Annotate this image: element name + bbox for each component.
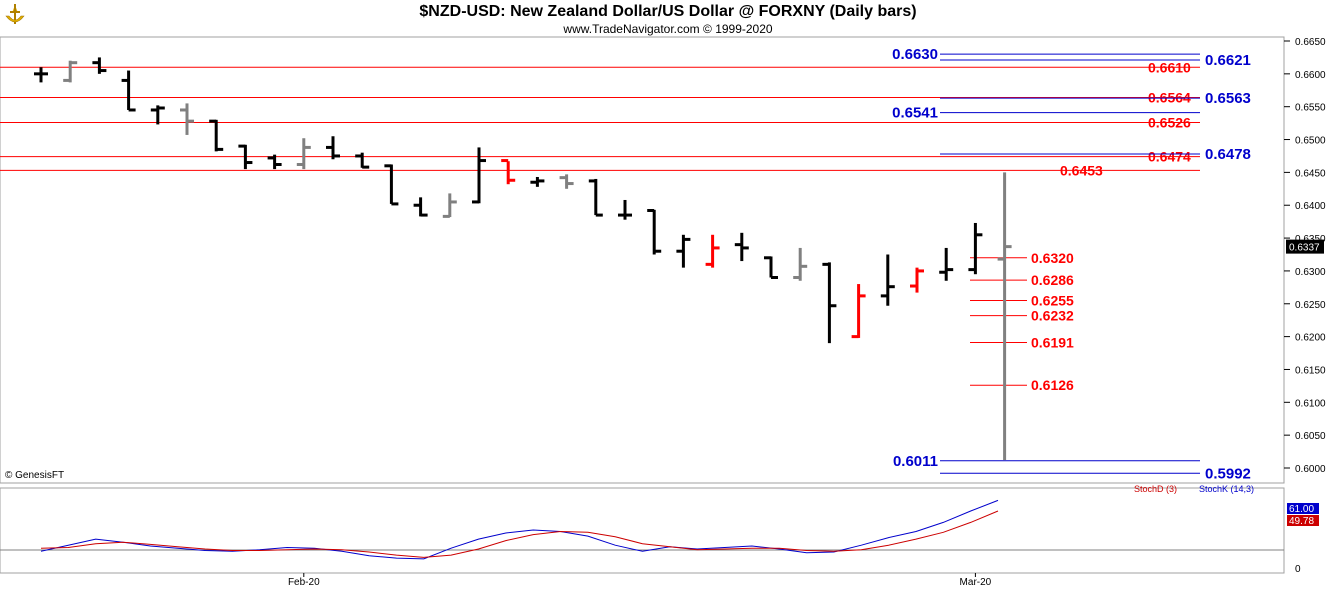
ohlc-bar — [92, 57, 107, 74]
stochd-line — [40, 510, 999, 558]
ohlc-bar — [559, 174, 574, 189]
stochd-legend: StochD (3) — [1134, 484, 1177, 494]
ohlc-bar — [442, 193, 457, 218]
blue-level-label: 0.5992 — [1205, 465, 1251, 482]
y-tick-label: 0.6300 — [1295, 267, 1326, 278]
ohlc-bar — [910, 267, 924, 293]
ohlc-bar — [296, 138, 311, 170]
resistance-label: 0.6610 — [1148, 59, 1191, 75]
ohlc-bar — [355, 152, 370, 169]
y-tick-label: 0.6150 — [1295, 365, 1326, 376]
ohlc-bar — [34, 67, 48, 83]
ohlc-bar — [180, 103, 194, 135]
y-tick-label: 0.6000 — [1295, 464, 1326, 475]
copyright-label: © GenesisFT — [5, 470, 64, 481]
stochk-value-label: 61.00 — [1289, 504, 1314, 515]
ohlc-bar — [267, 154, 282, 170]
chart-header: $NZD-USD: New Zealand Dollar/US Dollar @… — [0, 0, 1336, 40]
resistance-label: 0.6564 — [1148, 89, 1191, 105]
blue-level-label: 0.6563 — [1205, 90, 1251, 107]
y-tick-label: 0.6400 — [1295, 201, 1326, 212]
stochd-value-box — [1287, 515, 1319, 526]
ohlc-bar — [764, 256, 778, 279]
ohlc-bar — [121, 70, 136, 112]
blue-level-label: 0.6011 — [893, 453, 938, 470]
ohlc-bar — [384, 164, 399, 206]
x-tick-label: Mar-20 — [960, 577, 992, 588]
y-tick-label: 0.6450 — [1295, 168, 1326, 179]
ohlc-bar — [822, 262, 837, 344]
blue-level-label: 0.6621 — [1205, 52, 1251, 69]
ohlc-bar — [618, 199, 632, 220]
x-tick-label: Feb-20 — [288, 577, 320, 588]
ohlc-bar — [530, 176, 545, 187]
resistance-label: 0.6453 — [1060, 162, 1103, 178]
retracement-label: 0.6286 — [1031, 272, 1074, 288]
y-tick-label: 0.6050 — [1295, 431, 1326, 442]
blue-level-label: 0.6541 — [892, 105, 938, 122]
stochd-value-label: 49.78 — [1289, 516, 1314, 527]
resistance-label: 0.6526 — [1148, 114, 1191, 130]
blue-level-label: 0.6478 — [1205, 146, 1251, 163]
stoch-y-tick-label: 0 — [1295, 564, 1301, 575]
chart-title: $NZD-USD: New Zealand Dollar/US Dollar @… — [419, 3, 917, 20]
ohlc-bar — [793, 247, 808, 281]
ohlc-bar — [705, 234, 720, 268]
ohlc-bar — [880, 254, 895, 306]
chart-subtitle: www.TradeNavigator.com © 1999-2020 — [563, 22, 773, 36]
y-tick-label: 0.6550 — [1295, 103, 1326, 114]
ohlc-bar — [150, 105, 165, 125]
y-tick-label: 0.6600 — [1295, 70, 1326, 81]
ohlc-bar — [209, 119, 224, 152]
price-panel-frame — [0, 36, 1285, 484]
last-price-box — [1286, 239, 1324, 254]
trade-navigator-logo-icon — [2, 2, 28, 33]
ohlc-bar — [63, 60, 78, 83]
ohlc-bar — [472, 147, 486, 204]
y-tick-label: 0.6650 — [1295, 37, 1326, 48]
y-tick-label: 0.6250 — [1295, 300, 1326, 311]
ohlc-bar — [676, 234, 691, 268]
ohlc-bar — [588, 178, 603, 217]
stoch-panel-frame — [0, 487, 1285, 574]
retracement-label: 0.6232 — [1031, 308, 1074, 324]
ohlc-bar — [734, 232, 749, 262]
ohlc-bar — [238, 144, 253, 170]
ohlc-bar — [851, 284, 866, 339]
retracement-label: 0.6191 — [1031, 335, 1074, 351]
y-tick-label: 0.6350 — [1295, 234, 1326, 245]
retracement-label: 0.6255 — [1031, 292, 1074, 308]
ohlc-bar — [939, 247, 954, 281]
y-tick-label: 0.6100 — [1295, 398, 1326, 409]
resistance-label: 0.6474 — [1148, 149, 1191, 165]
blue-level-label: 0.6630 — [892, 46, 938, 63]
retracement-label: 0.6320 — [1031, 250, 1074, 266]
retracement-label: 0.6126 — [1031, 377, 1074, 393]
ohlc-bar — [501, 159, 516, 185]
ohlc-bar — [413, 197, 428, 217]
ohlc-bar — [968, 222, 983, 275]
last-price-label: 0.6337 — [1289, 243, 1320, 254]
y-tick-label: 0.6500 — [1295, 136, 1326, 147]
ohlc-bar — [997, 172, 1012, 461]
stochk-value-box — [1287, 503, 1319, 514]
ohlc-bar — [647, 208, 662, 255]
ohlc-bar — [326, 136, 340, 160]
y-tick-label: 0.6200 — [1295, 333, 1326, 344]
stochk-legend: StochK (14,3) — [1199, 484, 1254, 494]
